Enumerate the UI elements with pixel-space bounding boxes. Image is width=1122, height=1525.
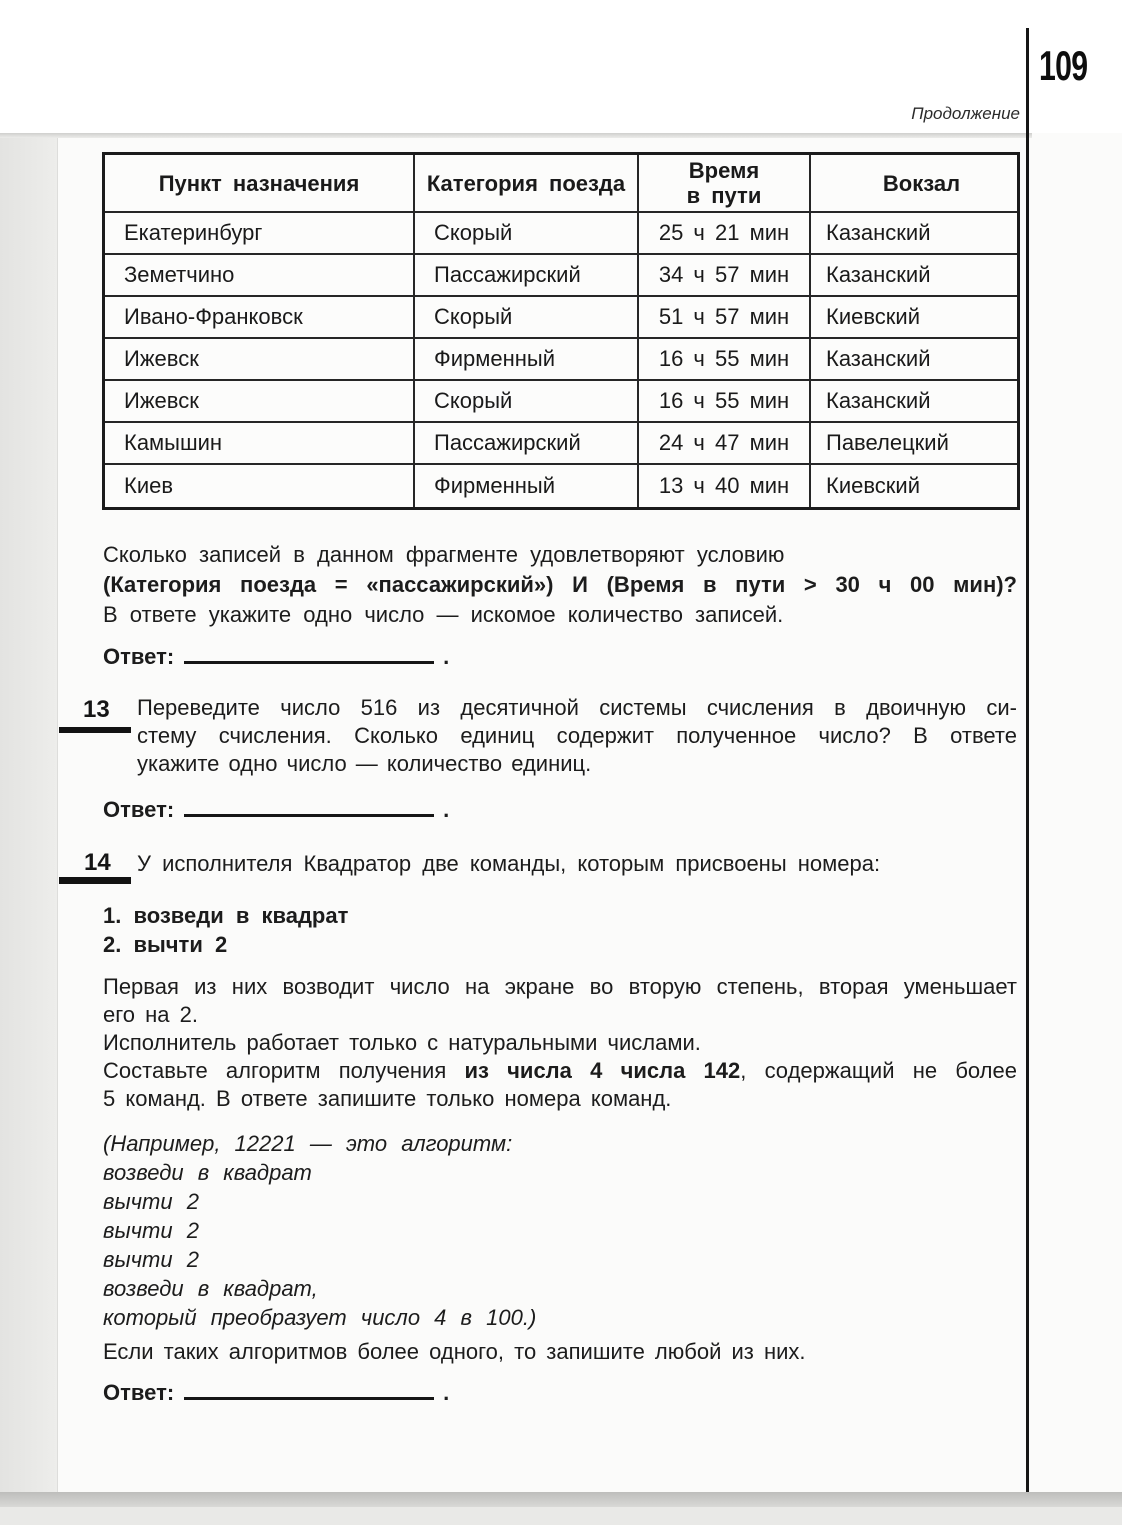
question-14-example: (Например, 12221 — это алгоритм: возведи… xyxy=(103,1129,1017,1332)
question-14-line: Исполнитель работает только с натуральны… xyxy=(103,1030,701,1055)
table-cell: Павелецкий xyxy=(811,423,1017,465)
scan-bottom-margin xyxy=(0,1507,1122,1525)
example-line: (Например, 12221 — это алгоритм: xyxy=(103,1131,513,1156)
table-cell: Киевский xyxy=(811,297,1017,339)
scan-top-margin xyxy=(0,0,1122,133)
answer-period: . xyxy=(443,644,450,669)
example-line: который преобразует число 4 в 100.) xyxy=(103,1305,537,1330)
page-top-edge-shadow xyxy=(0,133,1032,138)
table-cell: Камышин xyxy=(105,423,415,465)
answer-blank xyxy=(184,1377,435,1400)
table-cell: 16 ч 55 мин xyxy=(639,381,811,423)
table-header-destination: Пункт назначения xyxy=(105,155,415,213)
line-text: Составьте алгоритм получения xyxy=(103,1058,465,1083)
table-cell: 24 ч 47 мин xyxy=(639,423,811,465)
question-14-commands: 1. возведи в квадрат 2. вычти 2 xyxy=(103,901,348,959)
trains-table: Пункт назначения Категория поезда Время … xyxy=(102,152,1020,510)
example-line: вычти 2 xyxy=(103,1247,199,1272)
question-13-line: Переведите число 516 из десятичной систе… xyxy=(137,695,1017,720)
table-cell: 34 ч 57 мин xyxy=(639,255,811,297)
table-cell: 13 ч 40 мин xyxy=(639,465,811,507)
example-line: возведи в квадрат xyxy=(103,1160,312,1185)
table-cell: Ижевск xyxy=(105,339,415,381)
table-cell: Фирменный xyxy=(415,339,639,381)
answer-row-12: Ответ:. xyxy=(103,641,449,671)
table-cell: Скорый xyxy=(415,213,639,255)
table-cell: Киевский xyxy=(826,473,920,498)
table-cell: Пассажирский xyxy=(415,423,639,465)
table-cell: Земетчино xyxy=(105,255,415,297)
question-number-14: 14 xyxy=(84,849,111,876)
answer-label: Ответ: xyxy=(103,1380,175,1405)
table-cell: Скорый xyxy=(415,381,639,423)
question-14-line: Первая из них возводит число на экране в… xyxy=(103,974,1017,999)
table-cell: Казанский xyxy=(811,213,1017,255)
table-cell: Казанский xyxy=(811,255,1017,297)
page-left-edge-shadow xyxy=(0,138,58,1492)
answer-row-14: Ответ:. xyxy=(103,1377,449,1407)
question-14-marker-bar xyxy=(59,877,131,884)
question-14-line: его на 2. xyxy=(103,1002,198,1027)
table-cell: Скорый xyxy=(415,297,639,339)
line-text-bold: из числа 4 числа 142 xyxy=(464,1058,741,1083)
answer-row-13: Ответ:. xyxy=(103,794,449,824)
table-cell: 25 ч 21 мин xyxy=(639,213,811,255)
question-12-text: Сколько записей в данном фрагменте удовл… xyxy=(103,540,1017,630)
answer-blank xyxy=(184,641,435,664)
answer-period: . xyxy=(443,797,450,822)
question-14-paragraph: Первая из них возводит число на экране в… xyxy=(103,973,1017,1113)
command-item: 1. возведи в квадрат xyxy=(103,903,349,928)
question-14-line: Составьте алгоритм получения из числа 4 … xyxy=(103,1057,1017,1085)
page-bottom-edge-shadow xyxy=(0,1492,1122,1507)
question-13-text: Переведите число 516 из десятичной систе… xyxy=(137,694,1017,778)
table-header-travel-time: Время в пути xyxy=(639,155,811,213)
answer-blank xyxy=(184,794,435,817)
command-item: 2. вычти 2 xyxy=(103,932,228,957)
answer-label: Ответ: xyxy=(103,797,175,822)
table-cell: Казанский xyxy=(811,339,1017,381)
question-14-line: 5 команд. В ответе запишите только номер… xyxy=(103,1086,672,1111)
table-cell: Казанский xyxy=(811,381,1017,423)
table-header-category: Категория поезда xyxy=(415,155,639,213)
line-text: , содержащий не более xyxy=(740,1058,1017,1083)
table-cell: Екатеринбург xyxy=(105,213,415,255)
table-cell: Ижевск xyxy=(105,381,415,423)
table-cell: 51 ч 57 мин xyxy=(639,297,811,339)
question-13-marker-bar xyxy=(59,727,131,733)
table-cell: Киев xyxy=(105,465,415,507)
question-14-outro: Если таких алгоритмов более одного, то з… xyxy=(103,1339,806,1364)
continuation-label: Продолжение xyxy=(911,104,1020,123)
question-13-line: укажите одно число — количество единиц. xyxy=(137,751,592,776)
question-12-line: В ответе укажите одно число — искомое ко… xyxy=(103,602,784,627)
page-number: 109 xyxy=(1039,42,1088,89)
table-header-station: Вокзал xyxy=(811,155,1017,213)
question-12-condition: (Категория поезда = «пассажирский») И (В… xyxy=(103,572,1017,597)
question-number-13: 13 xyxy=(83,696,110,723)
table-cell: Фирменный xyxy=(415,465,639,507)
example-line: вычти 2 xyxy=(103,1189,199,1214)
example-line: вычти 2 xyxy=(103,1218,199,1243)
question-13-line: стему счисления. Сколько единиц содержит… xyxy=(137,723,1017,748)
table-cell: Пассажирский xyxy=(415,255,639,297)
page-margin-rule xyxy=(1026,28,1029,1492)
table-cell: 16 ч 55 мин xyxy=(639,339,811,381)
table-cell: Ивано-Франковск xyxy=(105,297,415,339)
question-14-intro: У исполнителя Квадратор две команды, кот… xyxy=(137,851,881,876)
answer-period: . xyxy=(443,1380,450,1405)
answer-label: Ответ: xyxy=(103,644,175,669)
example-line: возведи в квадрат, xyxy=(103,1276,318,1301)
question-12-line: Сколько записей в данном фрагменте удовл… xyxy=(103,542,785,567)
